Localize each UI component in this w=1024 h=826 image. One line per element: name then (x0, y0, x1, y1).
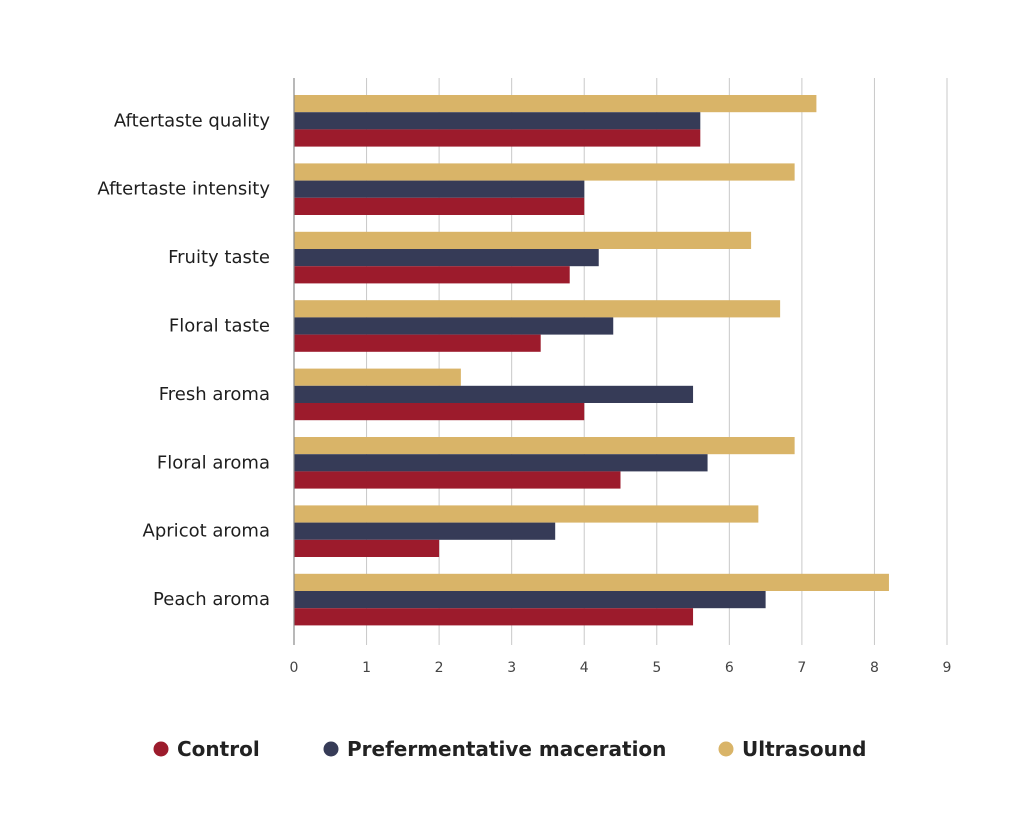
bar-ultrasound-apricot-aroma (294, 505, 759, 523)
legend: Control Prefermentative maceration Ultraso… (153, 737, 866, 761)
bar-prefermentative-maceration-fruity-taste (294, 249, 599, 267)
x-tick-label-9: 9 (943, 660, 952, 676)
legend-label-ultrasound: Ultrasound (742, 737, 866, 761)
x-tick-label-3: 3 (507, 660, 516, 676)
legend-label-control: Control (177, 737, 260, 761)
bar-prefermentative-maceration-apricot-aroma (294, 522, 556, 540)
category-label-apricot-aroma: Apricot aroma (143, 521, 270, 542)
x-tick-label-7: 7 (797, 660, 806, 676)
legend-marker-prefermentative-maceration (323, 741, 339, 757)
bar-prefermentative-maceration-floral-taste (294, 317, 614, 335)
bar-prefermentative-maceration-floral-aroma (294, 454, 708, 472)
bar-control-fresh-aroma (294, 403, 585, 421)
category-label-peach-aroma: Peach aroma (153, 589, 270, 610)
x-tick-label-6: 6 (725, 660, 734, 676)
bar-ultrasound-aftertaste-intensity (294, 163, 795, 181)
bar-ultrasound-peach-aroma (294, 573, 889, 591)
category-label-fresh-aroma: Fresh aroma (159, 384, 270, 405)
x-tick-labels: 0 1 2 3 4 5 6 7 8 9 (290, 660, 952, 676)
x-tick-label-1: 1 (362, 660, 371, 676)
bar-control-apricot-aroma (294, 539, 440, 557)
bar-prefermentative-maceration-aftertaste-intensity (294, 180, 585, 198)
x-tick-label-4: 4 (580, 660, 589, 676)
category-label-aftertaste-intensity: Aftertaste intensity (97, 179, 270, 200)
bar-ultrasound-floral-aroma (294, 437, 795, 455)
legend-marker-control (153, 741, 169, 757)
category-label-floral-aroma: Floral aroma (157, 452, 270, 473)
bars (294, 95, 889, 626)
bar-control-floral-aroma (294, 471, 621, 489)
x-tick-label-8: 8 (870, 660, 879, 676)
bar-prefermentative-maceration-aftertaste-quality (294, 112, 701, 130)
bar-control-aftertaste-quality (294, 129, 701, 147)
bar-prefermentative-maceration-peach-aroma (294, 591, 766, 609)
category-label-floral-taste: Floral taste (169, 316, 270, 337)
category-label-aftertaste-quality: Aftertaste quality (114, 110, 270, 131)
bar-ultrasound-aftertaste-quality (294, 95, 817, 113)
bar-ultrasound-floral-taste (294, 300, 781, 318)
bar-control-peach-aroma (294, 608, 694, 626)
x-tick-label-2: 2 (435, 660, 444, 676)
bar-control-fruity-taste (294, 266, 570, 284)
legend-marker-ultrasound (718, 741, 734, 757)
x-tick-label-0: 0 (290, 660, 299, 676)
category-label-fruity-taste: Fruity taste (168, 247, 270, 268)
bar-control-floral-taste (294, 334, 541, 352)
bar-prefermentative-maceration-fresh-aroma (294, 385, 694, 403)
category-labels: Aftertaste quality Aftertaste intensity Fr… (97, 110, 270, 610)
bar-control-aftertaste-intensity (294, 197, 585, 215)
grid-lines (366, 78, 948, 645)
legend-label-prefermentative-maceration: Prefermentative maceration (347, 737, 666, 761)
bar-ultrasound-fruity-taste (294, 231, 752, 249)
x-tick-label-5: 5 (652, 660, 661, 676)
bar-ultrasound-fresh-aroma (294, 368, 461, 386)
